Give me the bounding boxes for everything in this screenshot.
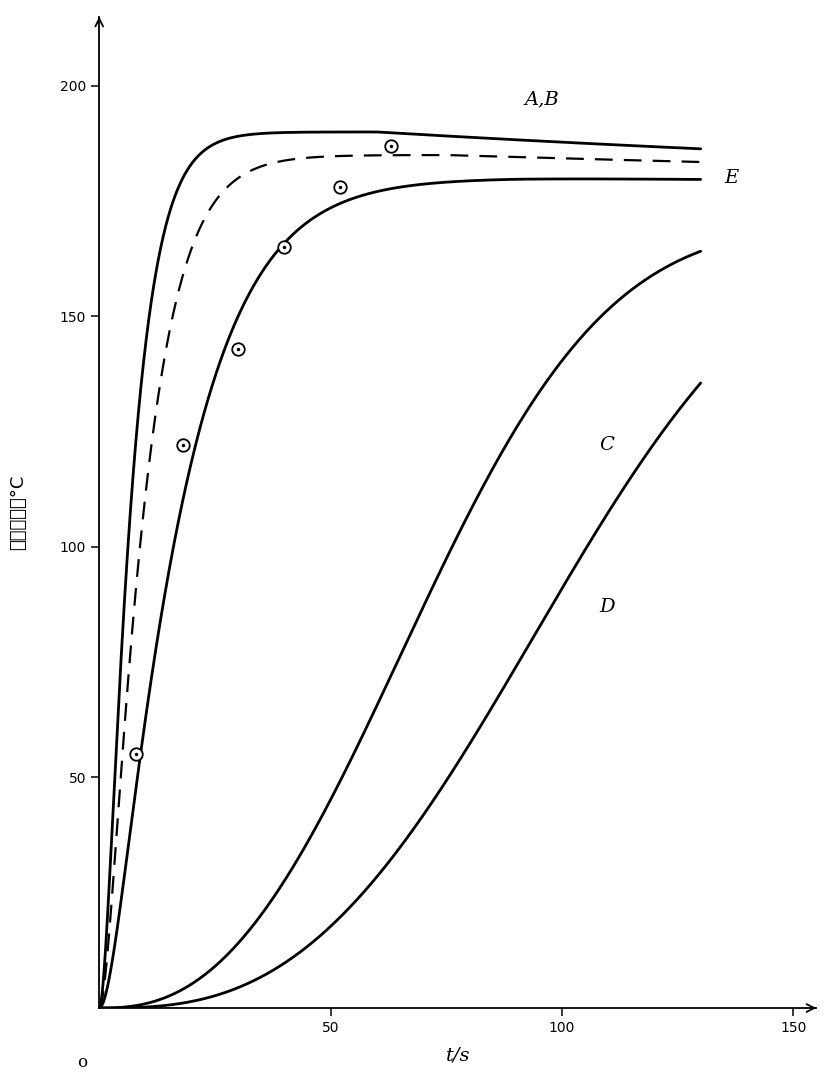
Text: D: D bbox=[599, 598, 615, 616]
Y-axis label: 起动温升／°C: 起动温升／°C bbox=[9, 475, 27, 550]
Text: A,B: A,B bbox=[525, 91, 560, 109]
Text: C: C bbox=[599, 437, 614, 454]
Text: o: o bbox=[77, 1054, 87, 1071]
X-axis label: t/s: t/s bbox=[446, 1046, 470, 1065]
Text: E: E bbox=[724, 169, 738, 187]
